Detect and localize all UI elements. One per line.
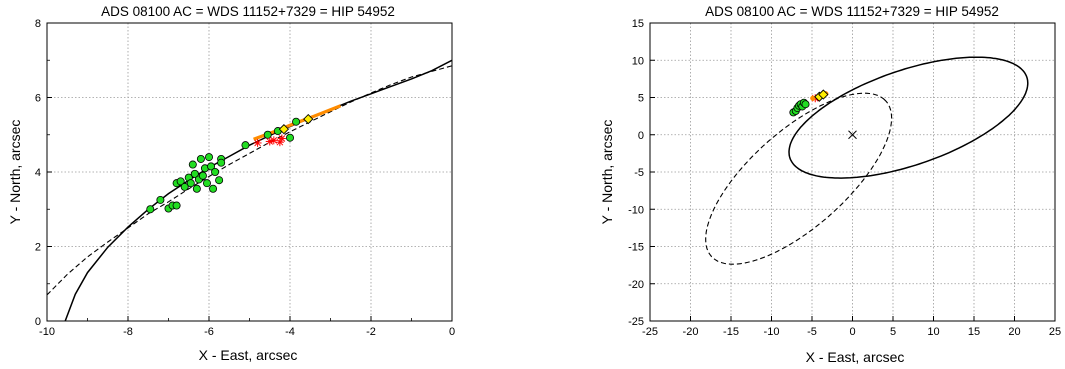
observation-point — [215, 176, 224, 185]
red-observation-mark — [278, 135, 286, 142]
observation-point — [198, 171, 207, 180]
red-observation-mark — [270, 136, 278, 144]
chart-left-title: ADS 08100 AC = WDS 11152+7329 = HIP 5495… — [101, 4, 395, 19]
y-tick-label: 0 — [35, 316, 41, 328]
x-tick-label: -10 — [39, 326, 55, 338]
observation-point — [217, 158, 226, 167]
red-observation-mark — [254, 139, 261, 147]
observation-point — [176, 177, 185, 186]
x-tick-label: 20 — [1008, 326, 1020, 338]
chart-left-ylabel: Y - North, arcsec — [7, 120, 23, 225]
x-tick-label: -15 — [723, 326, 739, 338]
x-tick-label: -2 — [366, 326, 376, 338]
diamond-point — [303, 113, 314, 125]
observation-point — [172, 201, 181, 210]
orbit-curve-solid — [64, 59, 452, 321]
red-observation-mark — [266, 138, 274, 145]
y-tick-label: 10 — [632, 55, 644, 67]
y-tick-label: 8 — [35, 18, 41, 30]
x-tick-label: 10 — [927, 326, 939, 338]
chart-left-plot-area: -10 -8 -6 -4 -2 0 0 2 4 6 8 — [35, 18, 455, 338]
y-tick-label: -25 — [628, 316, 644, 328]
x-tick-label: 0 — [849, 326, 855, 338]
y-tick-label: 4 — [35, 167, 41, 179]
chart-right-xlabel: X - East, arcsec — [806, 349, 905, 365]
observation-point — [196, 154, 205, 163]
diamond-point — [818, 89, 829, 100]
diamond-point — [278, 124, 290, 135]
observation-point — [156, 195, 165, 204]
plot-content — [47, 59, 452, 321]
x-tick-label: -4 — [285, 326, 295, 338]
x-tick-label: -20 — [683, 326, 699, 338]
orbit-ellipse-solid — [788, 56, 1029, 179]
y-tick-label: 5 — [638, 93, 644, 105]
chart-left: ADS 08100 AC = WDS 11152+7329 = HIP 5495… — [7, 4, 455, 363]
y-tick-label: -20 — [628, 279, 644, 291]
x-tick-label: -10 — [764, 326, 780, 338]
x-tick-label: 5 — [890, 326, 896, 338]
chart-right-title: ADS 08100 AC = WDS 11152+7329 = HIP 5495… — [705, 4, 999, 19]
y-tick-label: 15 — [632, 18, 644, 30]
plot-content — [705, 56, 1029, 265]
observation-point — [202, 179, 211, 188]
x-tick-label: -6 — [204, 326, 214, 338]
primary-star-marker — [848, 130, 857, 140]
x-tick-label: -8 — [123, 326, 133, 338]
chart-right-ylabel: Y - North, arcsec — [599, 120, 615, 225]
x-tick-label: 15 — [968, 326, 980, 338]
chart-right-plot-area: -25 -20 -15 -10 -5 0 5 10 15 20 25 -25 -20 -15 -10 -5 0 5… — [628, 18, 1061, 338]
observation-point — [207, 162, 216, 171]
observation-point — [190, 169, 199, 178]
y-tick-label: 2 — [35, 242, 41, 254]
observation-point — [211, 167, 220, 176]
x-tick-label: 25 — [1049, 326, 1061, 338]
observation-point — [204, 153, 213, 162]
orange-point — [810, 95, 816, 101]
chart-left-xlabel: X - East, arcsec — [199, 347, 298, 363]
observation-point — [285, 133, 294, 142]
y-tick-label: 0 — [638, 130, 644, 142]
y-tick-label: -10 — [628, 204, 644, 216]
observation-point — [186, 179, 195, 188]
orbit-ellipse-dashed — [705, 92, 893, 265]
x-tick-label: 0 — [449, 326, 455, 338]
observation-point — [180, 182, 189, 191]
observation-point — [292, 117, 301, 126]
x-tick-label: -25 — [642, 326, 658, 338]
y-tick-label: -5 — [634, 167, 644, 179]
chart-right: ADS 08100 AC = WDS 11152+7329 = HIP 5495… — [599, 4, 1061, 365]
observation-point — [801, 100, 810, 109]
x-tick-label: -5 — [807, 326, 817, 338]
observation-point — [263, 130, 272, 139]
y-tick-label: 6 — [35, 93, 41, 105]
observation-point — [188, 160, 197, 169]
observation-point — [241, 141, 250, 150]
observation-point — [146, 205, 155, 214]
observation-point — [192, 184, 201, 193]
y-tick-label: -15 — [628, 242, 644, 254]
orbit-curve-dashed — [47, 65, 452, 296]
observation-point — [209, 184, 218, 193]
